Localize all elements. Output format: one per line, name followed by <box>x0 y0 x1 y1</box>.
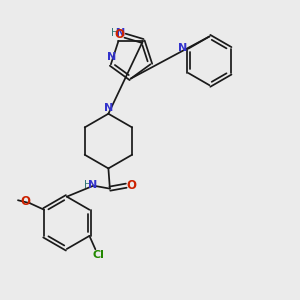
Text: O: O <box>127 178 136 192</box>
Text: N: N <box>88 180 97 190</box>
Text: N: N <box>106 52 116 61</box>
Text: N: N <box>178 43 187 53</box>
Text: Cl: Cl <box>92 250 104 260</box>
Text: N: N <box>104 103 113 113</box>
Text: H: H <box>84 180 92 190</box>
Text: O: O <box>115 28 125 41</box>
Text: O: O <box>20 195 30 208</box>
Text: H: H <box>111 28 119 38</box>
Text: N: N <box>116 28 125 38</box>
